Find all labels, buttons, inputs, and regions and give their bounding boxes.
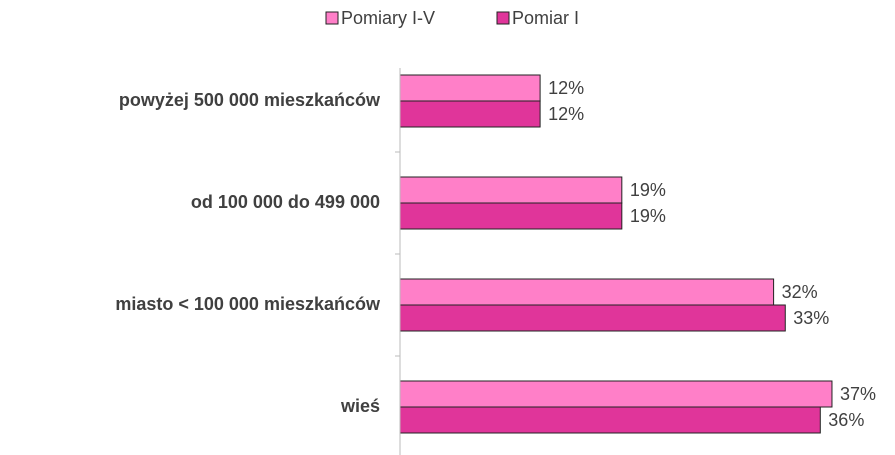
value-label: 19%: [630, 180, 666, 200]
legend-swatch: [496, 11, 510, 25]
legend-label: Pomiar I: [512, 8, 579, 28]
category-label: od 100 000 do 499 000: [191, 192, 380, 212]
bar: [399, 304, 786, 332]
value-label: 33%: [793, 308, 829, 328]
value-label: 32%: [782, 282, 818, 302]
bar: [399, 100, 541, 128]
bar: [399, 202, 623, 230]
bar: [399, 278, 775, 306]
bar: [399, 74, 541, 102]
bar: [399, 176, 623, 204]
bar: [399, 380, 833, 408]
value-label: 37%: [840, 384, 876, 404]
legend-swatch: [325, 11, 339, 25]
value-label: 12%: [548, 78, 584, 98]
value-label: 19%: [630, 206, 666, 226]
bar: [399, 406, 821, 434]
category-label: miasto < 100 000 mieszkańców: [115, 294, 381, 314]
category-label: powyżej 500 000 mieszkańców: [119, 90, 381, 110]
value-label: 36%: [828, 410, 864, 430]
value-label: 12%: [548, 104, 584, 124]
category-label: wieś: [340, 396, 380, 416]
legend-label: Pomiary I-V: [341, 8, 435, 28]
